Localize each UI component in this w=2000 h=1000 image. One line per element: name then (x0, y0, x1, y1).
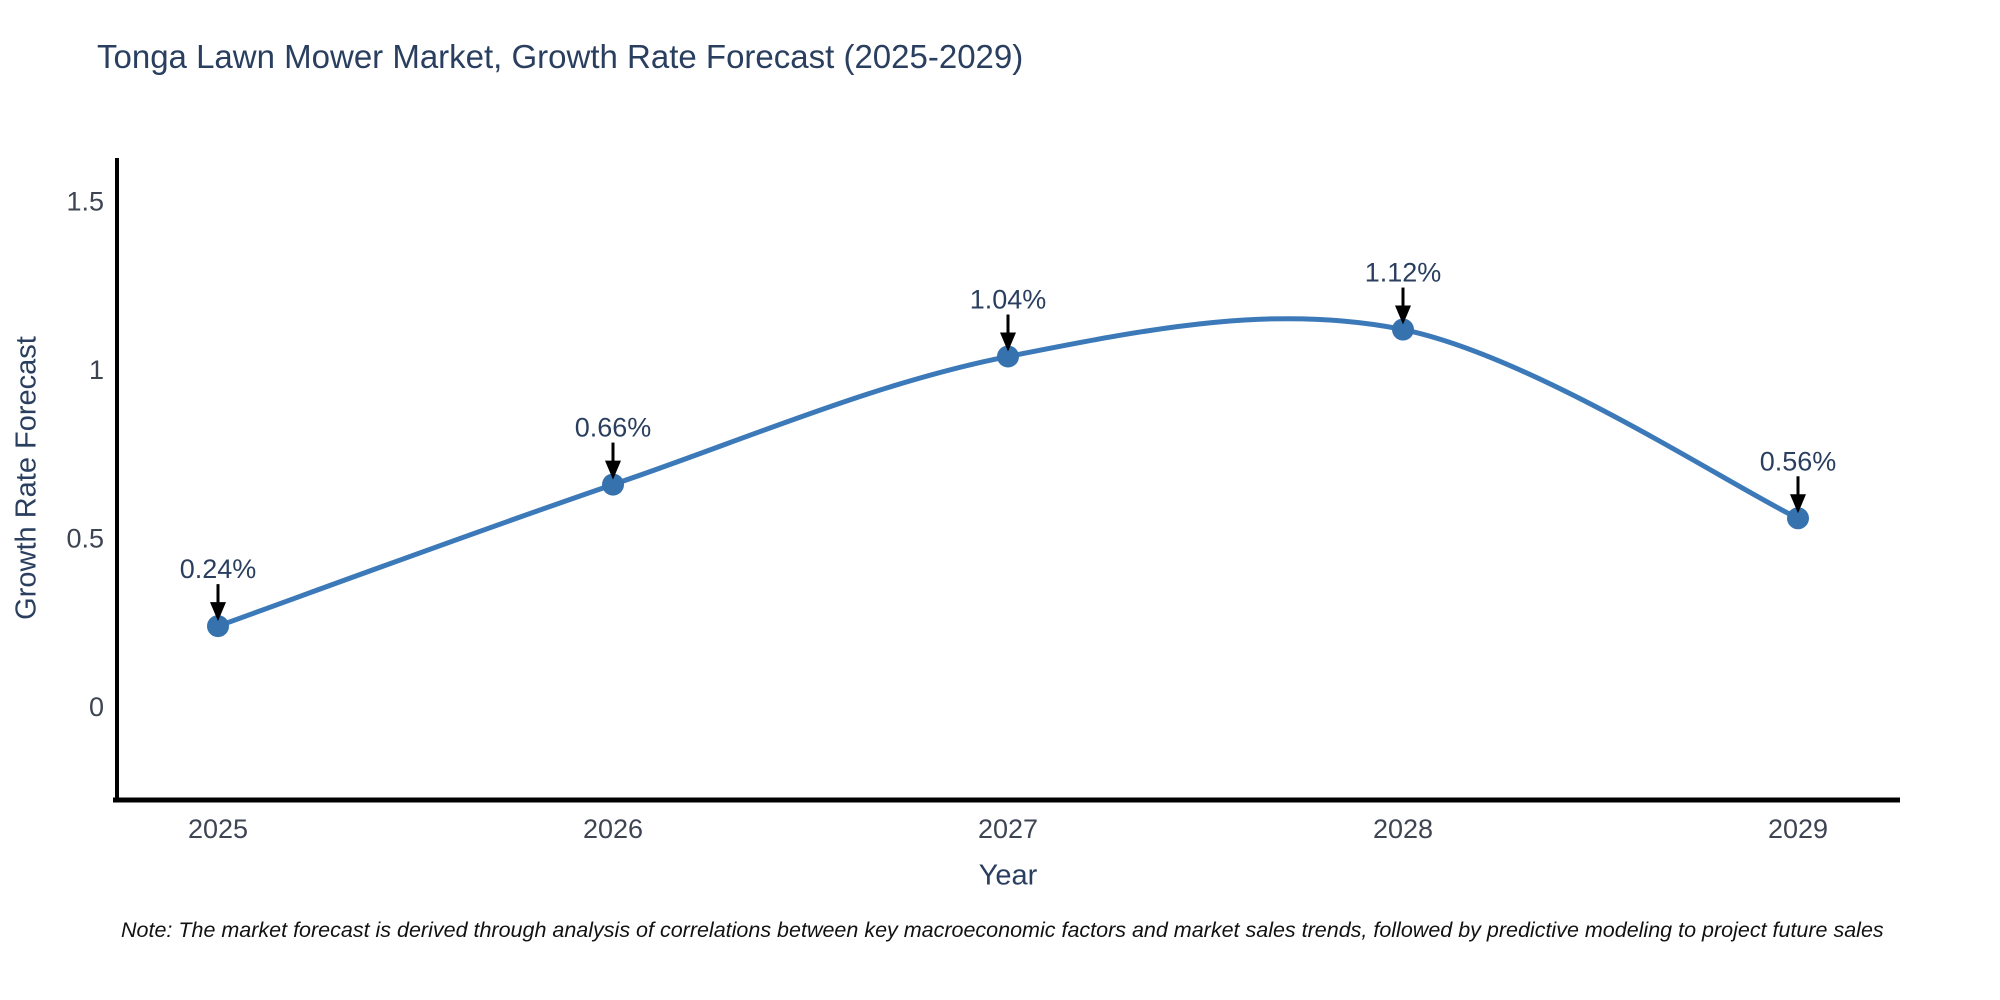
chart-title: Tonga Lawn Mower Market, Growth Rate For… (97, 38, 1024, 75)
y-tick-label: 1.5 (66, 187, 104, 217)
x-tick-label: 2027 (978, 814, 1038, 844)
point-label: 0.24% (180, 554, 257, 584)
x-tick-label: 2028 (1373, 814, 1433, 844)
data-point-2027[interactable] (997, 345, 1019, 368)
annotation-arrow-head (605, 460, 621, 480)
annotation-arrow-head (1790, 494, 1806, 514)
annotation-arrow-head (210, 602, 226, 622)
data-point-2026[interactable] (602, 473, 624, 496)
data-point-2025[interactable] (207, 615, 229, 638)
annotation-arrow-head (1000, 332, 1016, 352)
y-tick-label: 0.5 (66, 524, 104, 554)
point-label: 1.04% (970, 285, 1047, 315)
data-point-2028[interactable] (1392, 318, 1414, 341)
point-label: 1.12% (1365, 258, 1442, 288)
x-tick-label: 2026 (583, 814, 643, 844)
footnote: Note: The market forecast is derived thr… (121, 918, 1884, 942)
point-label: 0.56% (1760, 446, 1837, 476)
annotation-arrow-head (1395, 305, 1411, 325)
point-label: 0.66% (575, 413, 652, 443)
x-tick-label: 2029 (1768, 814, 1828, 844)
x-axis-title: Year (978, 859, 1038, 892)
x-tick-label: 2025 (188, 814, 248, 844)
y-tick-label: 0 (89, 692, 104, 722)
data-point-2029[interactable] (1787, 507, 1809, 530)
y-tick-label: 1 (89, 355, 104, 385)
